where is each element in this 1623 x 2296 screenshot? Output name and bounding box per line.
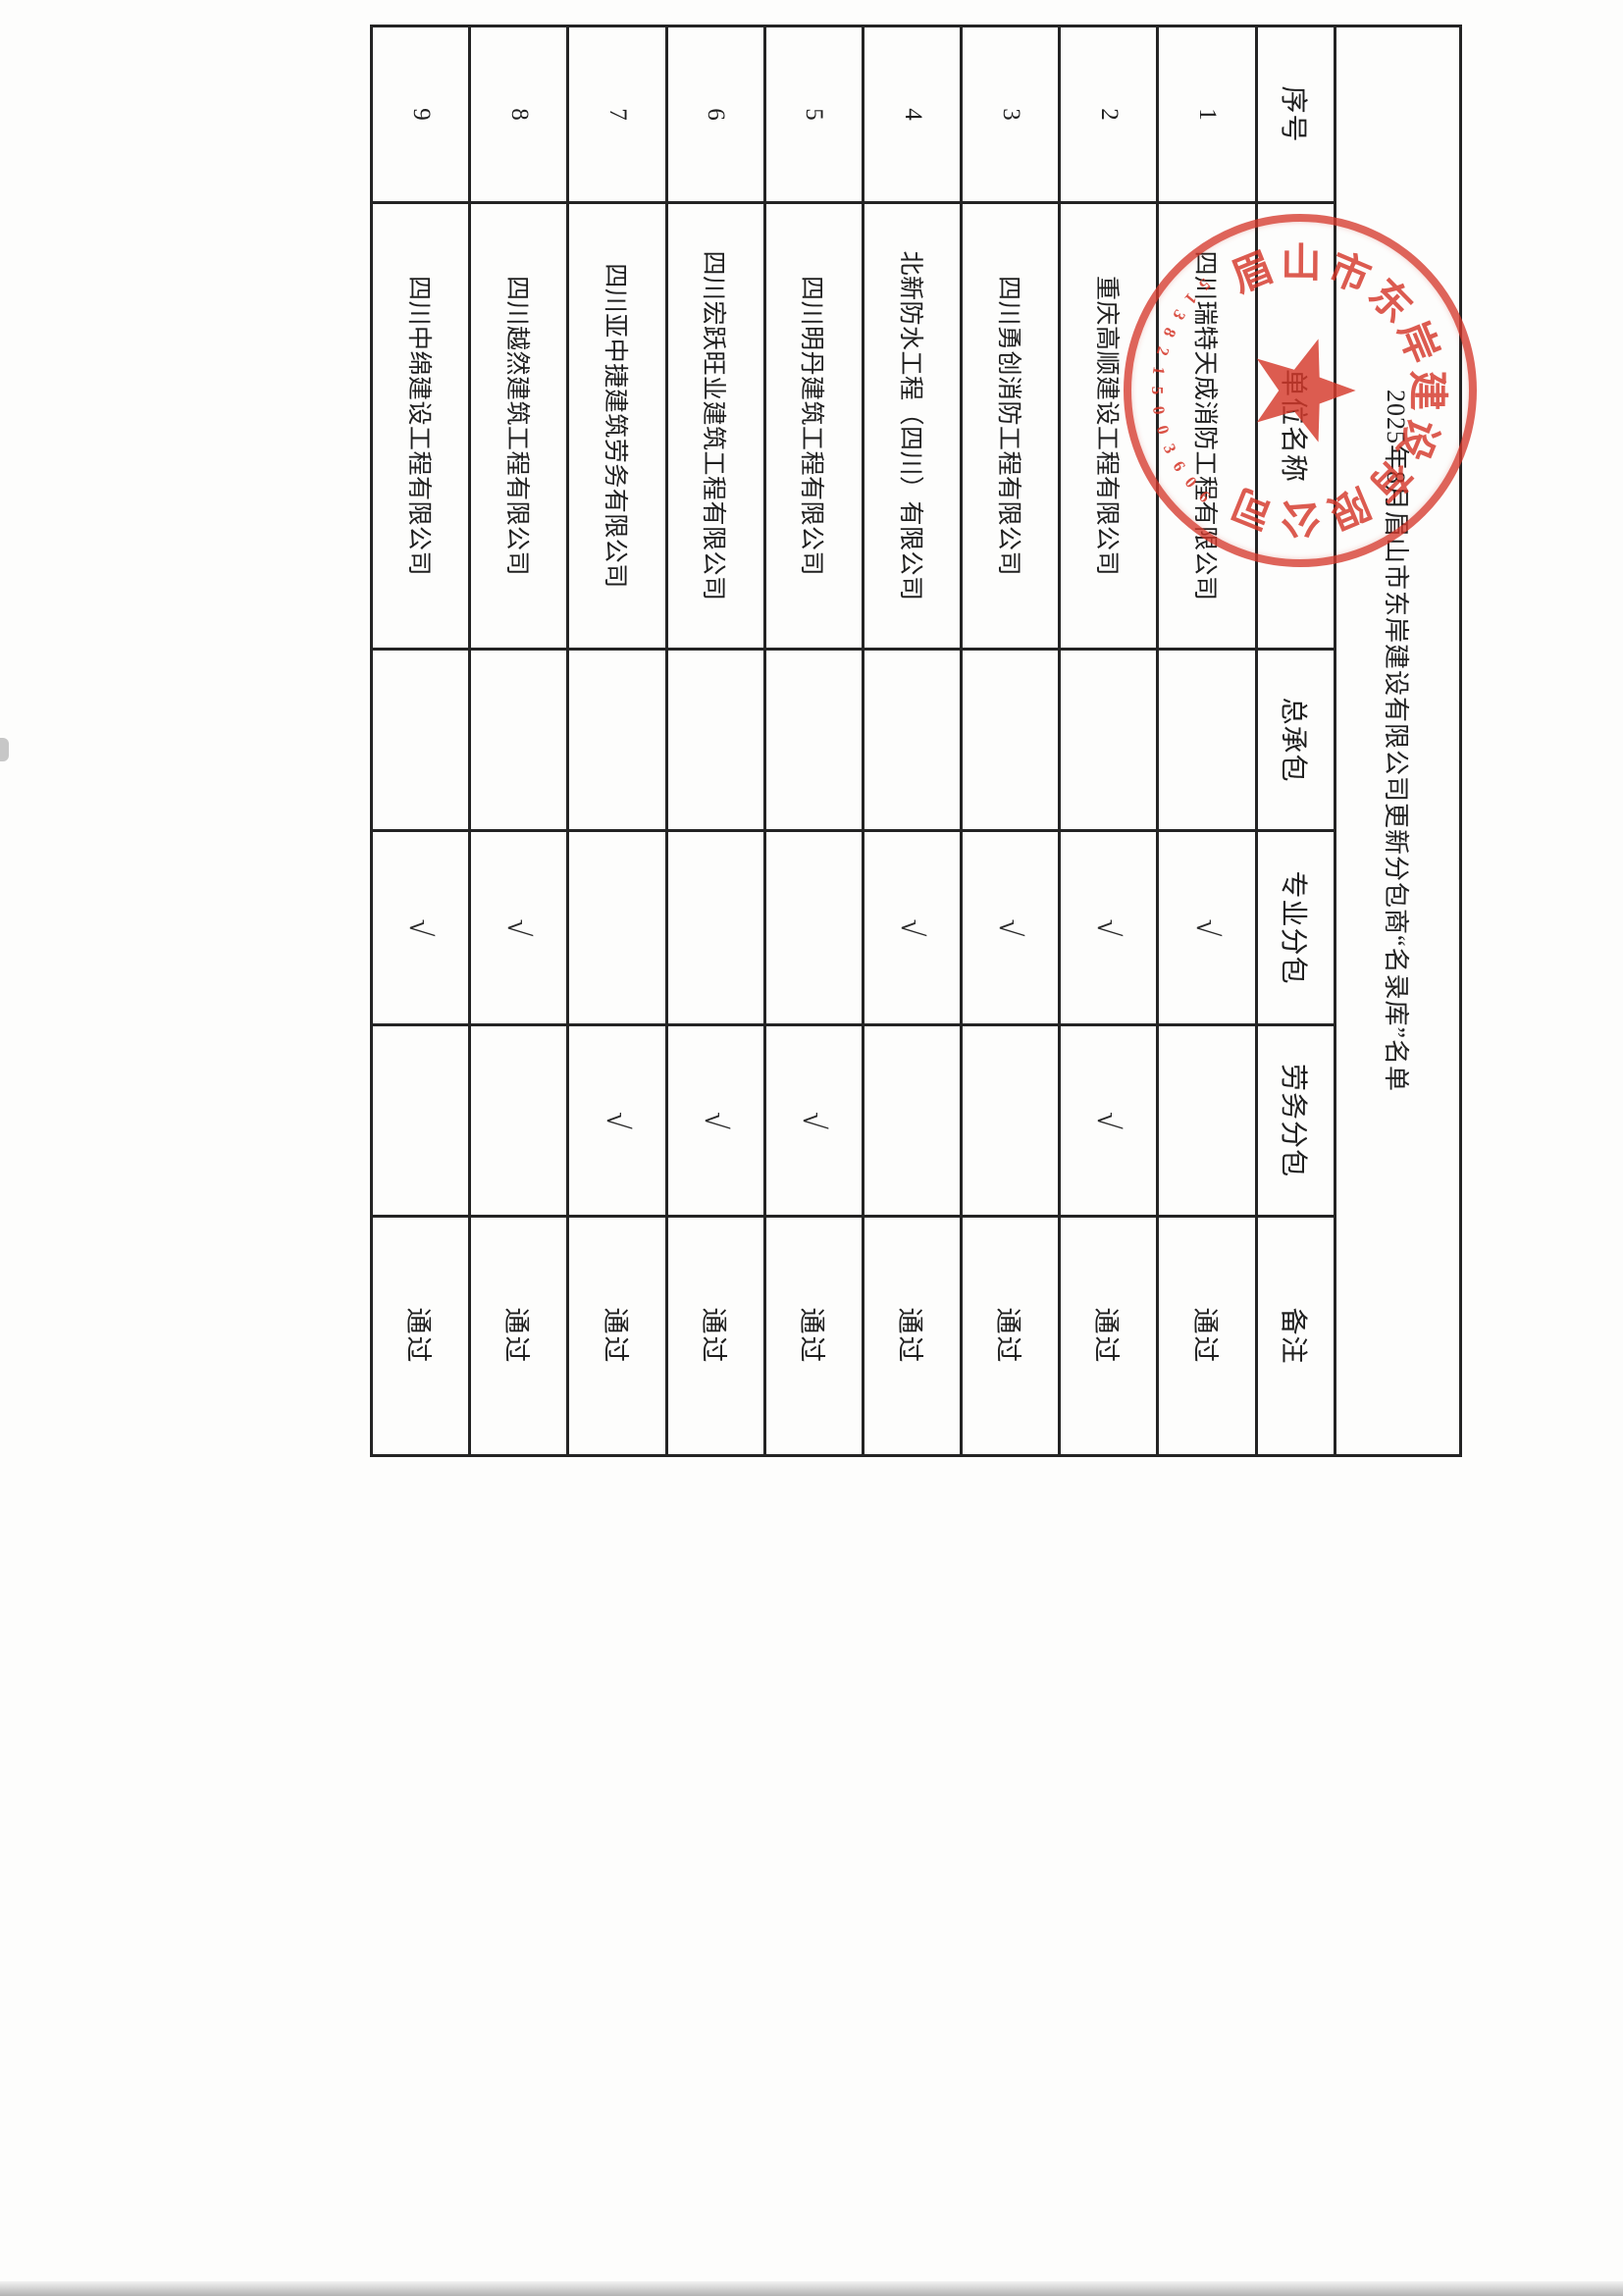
cell-professional-subcontract: √ <box>863 830 962 1025</box>
table-row: 9 四川中绵建设工程有限公司 √ 通过 <box>371 26 470 1456</box>
cell-company-name: 四川中绵建设工程有限公司 <box>371 202 470 650</box>
cell-remark: 通过 <box>469 1216 568 1456</box>
cell-labor-subcontract <box>1157 1024 1257 1217</box>
cell-professional-subcontract: √ <box>961 830 1060 1025</box>
cell-remark: 通过 <box>666 1216 765 1456</box>
cell-serial-number: 2 <box>1059 26 1158 203</box>
cell-company-name: 四川越然建筑工程有限公司 <box>469 202 568 650</box>
cell-serial-number: 4 <box>863 26 962 203</box>
cell-general-contract <box>863 649 962 831</box>
cell-general-contract <box>666 649 765 831</box>
table-title-row: 2025年8月眉山市东岸建设有限公司更新分包商“名录库”名单 <box>1335 26 1461 1456</box>
cell-remark: 通过 <box>1157 1216 1257 1456</box>
cell-company-name: 四川宏跃旺业建筑工程有限公司 <box>666 202 765 650</box>
cell-company-name: 四川亚中捷建筑劳务有限公司 <box>567 202 667 650</box>
column-header-name: 单位名称 <box>1256 202 1335 650</box>
document-sheet: 2025年8月眉山市东岸建设有限公司更新分包商“名录库”名单 序号 单位名称 总承包… <box>370 25 1477 1457</box>
cell-professional-subcontract: √ <box>371 830 470 1025</box>
cell-general-contract <box>469 649 568 831</box>
cell-remark: 通过 <box>863 1216 962 1456</box>
cell-serial-number: 5 <box>764 26 864 203</box>
cell-serial-number: 1 <box>1157 26 1257 203</box>
cell-serial-number: 9 <box>371 26 470 203</box>
cell-general-contract <box>1157 649 1257 831</box>
cell-labor-subcontract <box>863 1024 962 1217</box>
cell-remark: 通过 <box>1059 1216 1158 1456</box>
scan-edge-artifact <box>0 2281 1623 2296</box>
cell-labor-subcontract <box>469 1024 568 1217</box>
cell-serial-number: 3 <box>961 26 1060 203</box>
cell-remark: 通过 <box>371 1216 470 1456</box>
cell-remark: 通过 <box>764 1216 864 1456</box>
table-row: 7 四川亚中捷建筑劳务有限公司 √ 通过 <box>567 26 667 1456</box>
cell-serial-number: 7 <box>567 26 667 203</box>
cell-company-name: 四川明丹建筑工程有限公司 <box>764 202 864 650</box>
table-row: 5 四川明丹建筑工程有限公司 √ 通过 <box>764 26 864 1456</box>
cell-general-contract <box>764 649 864 831</box>
cell-company-name: 四川勇创消防工程有限公司 <box>961 202 1060 650</box>
column-header-general: 总承包 <box>1256 649 1335 831</box>
cell-labor-subcontract: √ <box>764 1024 864 1217</box>
table-row: 1 四川瑞特天成消防工程有限公司 √ 通过 <box>1157 26 1257 1456</box>
cell-professional-subcontract <box>764 830 864 1025</box>
cell-labor-subcontract: √ <box>666 1024 765 1217</box>
subcontractor-roster-table: 2025年8月眉山市东岸建设有限公司更新分包商“名录库”名单 序号 单位名称 总承包… <box>370 25 1462 1457</box>
cell-general-contract <box>371 649 470 831</box>
document-title: 2025年8月眉山市东岸建设有限公司更新分包商“名录库”名单 <box>1335 26 1461 1456</box>
table-row: 6 四川宏跃旺业建筑工程有限公司 √ 通过 <box>666 26 765 1456</box>
cell-company-name: 北新防水工程（四川）有限公司 <box>863 202 962 650</box>
cell-company-name: 重庆高顺建设工程有限公司 <box>1059 202 1158 650</box>
cell-professional-subcontract: √ <box>469 830 568 1025</box>
cell-labor-subcontract: √ <box>567 1024 667 1217</box>
cell-general-contract <box>1059 649 1158 831</box>
column-header-no: 序号 <box>1256 26 1335 203</box>
scan-smudge-artifact <box>0 738 9 761</box>
cell-remark: 通过 <box>961 1216 1060 1456</box>
table-row: 4 北新防水工程（四川）有限公司 √ 通过 <box>863 26 962 1456</box>
column-header-professional: 专业分包 <box>1256 830 1335 1025</box>
cell-serial-number: 6 <box>666 26 765 203</box>
cell-remark: 通过 <box>567 1216 667 1456</box>
table-header-row: 序号 单位名称 总承包 专业分包 劳务分包 备注 <box>1256 26 1335 1456</box>
cell-labor-subcontract <box>371 1024 470 1217</box>
cell-labor-subcontract <box>961 1024 1060 1217</box>
column-header-remark: 备注 <box>1256 1216 1335 1456</box>
cell-company-name: 四川瑞特天成消防工程有限公司 <box>1157 202 1257 650</box>
cell-labor-subcontract: √ <box>1059 1024 1158 1217</box>
cell-professional-subcontract: √ <box>1059 830 1158 1025</box>
cell-professional-subcontract: √ <box>1157 830 1257 1025</box>
cell-general-contract <box>567 649 667 831</box>
cell-serial-number: 8 <box>469 26 568 203</box>
rotated-content: 2025年8月眉山市东岸建设有限公司更新分包商“名录库”名单 序号 单位名称 总承包… <box>370 25 1477 1457</box>
table-row: 8 四川越然建筑工程有限公司 √ 通过 <box>469 26 568 1456</box>
cell-professional-subcontract <box>567 830 667 1025</box>
cell-professional-subcontract <box>666 830 765 1025</box>
cell-general-contract <box>961 649 1060 831</box>
table-row: 2 重庆高顺建设工程有限公司 √ √ 通过 <box>1059 26 1158 1456</box>
column-header-labor: 劳务分包 <box>1256 1024 1335 1217</box>
table-row: 3 四川勇创消防工程有限公司 √ 通过 <box>961 26 1060 1456</box>
